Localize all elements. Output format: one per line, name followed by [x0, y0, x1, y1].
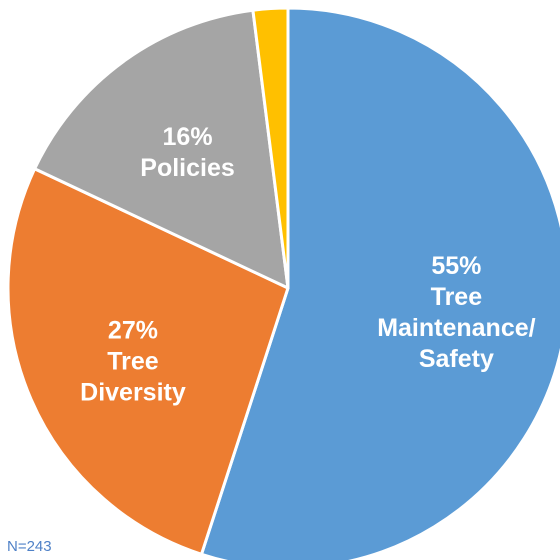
pie-slice-label-line: 27% — [108, 316, 158, 344]
pie-slice-label: 27% Tree Diversity — [80, 316, 186, 406]
pie-slice-label-line: Tree — [431, 283, 483, 311]
pie-slice-label: 55% Tree Maintenance/Safety — [377, 252, 535, 373]
pie-slice-label-line: Policies — [140, 154, 235, 182]
pie-slice-label-line: Diversity — [80, 378, 186, 406]
pie-slice — [199, 6, 560, 560]
pie-slice-label: 16% Policies — [140, 123, 235, 182]
pie-slice — [6, 167, 290, 556]
pie-slice — [33, 8, 290, 290]
pie-slice-label-line: 16% — [163, 123, 213, 151]
pie-slice — [251, 6, 290, 290]
pie-slice-label-line: Tree — [107, 347, 159, 375]
pie-slice-label-line: Safety — [419, 345, 494, 373]
pie-slice-label-line: 55% — [431, 252, 481, 280]
pie-slice-label-line: Maintenance/ — [377, 314, 535, 342]
sample-size-note: N=243 — [7, 538, 52, 555]
